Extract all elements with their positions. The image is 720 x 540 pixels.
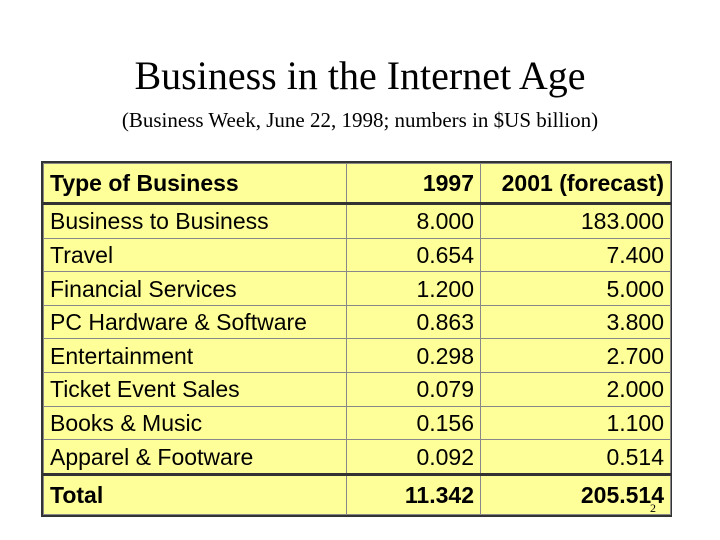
row-label: Ticket Event Sales xyxy=(43,372,347,407)
row-label: Apparel & Footware xyxy=(43,439,347,475)
row-value-2001: 2.000 xyxy=(480,372,671,407)
business-table: Type of Business 1997 2001 (forecast) Bu… xyxy=(41,161,672,517)
row-value-2001: 7.400 xyxy=(480,237,671,273)
row-value-1997: 0.079 xyxy=(346,372,481,407)
row-label: Financial Services xyxy=(43,271,347,306)
slide-number: 2 xyxy=(650,501,656,515)
table-row: Apparel & Footware 0.092 0.514 xyxy=(43,439,671,475)
row-value-1997: 0.654 xyxy=(346,237,481,273)
row-value-1997: 8.000 xyxy=(346,203,481,239)
row-value-2001: 0.514 xyxy=(480,439,671,475)
row-value-1997: 1.200 xyxy=(346,271,481,306)
total-label: Total xyxy=(43,473,347,515)
row-value-1997: 0.863 xyxy=(346,304,481,340)
table-row: Entertainment 0.298 2.700 xyxy=(43,338,671,374)
row-value-2001: 183.000 xyxy=(480,203,671,239)
row-label: Travel xyxy=(43,237,347,273)
slide-title: Business in the Internet Age xyxy=(134,53,586,98)
table-row: Books & Music 0.156 1.100 xyxy=(43,405,671,441)
row-value-2001: 3.800 xyxy=(480,304,671,340)
row-value-2001: 5.000 xyxy=(480,271,671,306)
table-row: Business to Business 8.000 183.000 xyxy=(43,203,671,239)
header-2001-forecast: 2001 (forecast) xyxy=(480,163,671,205)
header-type-of-business: Type of Business xyxy=(43,163,347,205)
row-label: Books & Music xyxy=(43,405,347,441)
table-row: Financial Services 1.200 5.000 xyxy=(43,271,671,306)
row-value-2001: 2.700 xyxy=(480,338,671,374)
row-value-1997: 0.156 xyxy=(346,405,481,441)
total-2001: 205.514 xyxy=(480,473,671,515)
table-row: Ticket Event Sales 0.079 2.000 xyxy=(43,372,671,407)
table-row: PC Hardware & Software 0.863 3.800 xyxy=(43,304,671,340)
row-value-2001: 1.100 xyxy=(480,405,671,441)
total-1997: 11.342 xyxy=(346,473,481,515)
row-label: PC Hardware & Software xyxy=(43,304,347,340)
table-total-row: Total 11.342 205.514 xyxy=(43,473,671,515)
slide-subtitle: (Business Week, June 22, 1998; numbers i… xyxy=(121,108,599,132)
row-label: Business to Business xyxy=(43,203,347,239)
table-header-row: Type of Business 1997 2001 (forecast) xyxy=(43,163,671,205)
row-value-1997: 0.092 xyxy=(346,439,481,475)
row-value-1997: 0.298 xyxy=(346,338,481,374)
table-row: Travel 0.654 7.400 xyxy=(43,237,671,273)
row-label: Entertainment xyxy=(43,338,347,374)
header-1997: 1997 xyxy=(346,163,481,205)
